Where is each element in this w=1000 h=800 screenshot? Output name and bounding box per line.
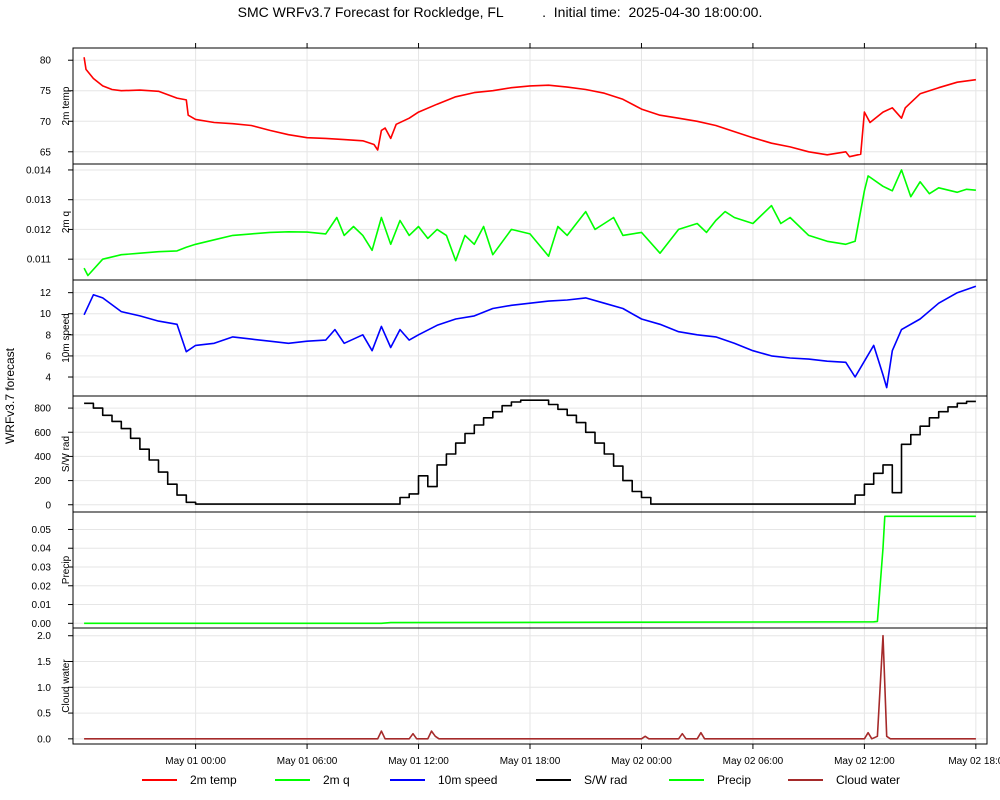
series-line-s-w-rad	[84, 399, 976, 505]
y-tick-label: 800	[34, 404, 51, 415]
y-tick-label: 400	[34, 452, 51, 463]
y-tick-label: 12	[40, 288, 52, 299]
legend: 2m temp 2m q 10m speed S/W rad Precip Cloud w…	[142, 773, 900, 787]
panel-label: 2m q	[61, 211, 72, 233]
y-tick-label: 65	[40, 147, 52, 158]
legend-item: 10m speed	[390, 773, 497, 787]
y-tick-label: 8	[45, 330, 51, 341]
y-tick-label: 0.012	[26, 225, 51, 236]
y-axis-label: WRFv3.7 forecast	[3, 347, 17, 444]
legend-label: S/W rad	[584, 773, 627, 787]
y-tick-label: 0	[45, 500, 51, 511]
panel-label: 10m speed	[61, 313, 72, 362]
series-line-2m-temp	[83, 57, 977, 158]
legend-label: 2m temp	[190, 773, 237, 787]
y-tick-label: 0.014	[26, 165, 51, 176]
y-tick-label: 0.01	[32, 600, 52, 611]
series-line-cloud-water	[84, 634, 976, 740]
panel-label: S/W rad	[61, 436, 72, 472]
y-tick-label: 0.02	[32, 581, 52, 592]
legend-item: 2m temp	[142, 773, 237, 787]
y-tick-label: 6	[45, 351, 51, 362]
x-tick-label: May 02 12:00	[834, 756, 895, 767]
panel-label: 2m temp	[61, 86, 72, 125]
y-tick-label: 0.00	[32, 619, 52, 630]
x-tick-label: May 01 18:00	[500, 756, 561, 767]
y-tick-label: 10	[40, 309, 52, 320]
y-tick-label: 1.5	[37, 657, 51, 668]
y-tick-label: 70	[40, 117, 52, 128]
panel-cloud-water: 0.0 0.5 1.0 1.5 2.0 Cloud water	[37, 627, 988, 745]
legend-item: Precip	[669, 773, 751, 787]
legend-label: Cloud water	[836, 773, 900, 787]
y-tick-label: 0.011	[27, 255, 52, 266]
chart-title: SMC WRFv3.7 Forecast for Rockledge, FL .…	[237, 4, 763, 20]
y-tick-label: 2.0	[37, 631, 51, 642]
legend-item: S/W rad	[536, 773, 627, 787]
panel-2m-q: 0.011 0.012 0.013 0.014 2m q	[26, 163, 988, 281]
series-line-10m-speed	[83, 285, 977, 389]
panel-label: Precip	[61, 555, 72, 584]
panel-s-w-rad: 0 200 400 600 800 S/W rad	[34, 395, 988, 513]
y-tick-label: 0.04	[32, 544, 52, 555]
y-tick-label: 4	[45, 373, 51, 384]
panel-10m-speed: 4 6 8 10 12 10m speed	[40, 279, 988, 397]
x-tick-label: May 01 12:00	[388, 756, 449, 767]
legend-label: 2m q	[323, 773, 350, 787]
y-tick-label: 0.013	[26, 195, 51, 206]
x-tick-label: May 02 00:00	[611, 756, 672, 767]
y-tick-label: 600	[34, 428, 51, 439]
legend-label: 10m speed	[438, 773, 497, 787]
y-tick-label: 75	[40, 86, 52, 97]
y-tick-label: 0.05	[32, 525, 52, 536]
y-tick-label: 1.0	[37, 683, 51, 694]
y-tick-label: 0.03	[32, 562, 52, 573]
y-tick-label: 0.5	[37, 709, 51, 720]
x-tick-label: May 02 06:00	[723, 756, 784, 767]
y-tick-label: 200	[34, 476, 51, 487]
panel-precip: 0.00 0.01 0.02 0.03 0.04 0.05 Precip	[32, 511, 988, 630]
panel-frame	[72, 627, 988, 745]
x-tick-label: May 02 18:0	[948, 756, 1000, 767]
y-tick-label: 80	[40, 56, 52, 67]
legend-label: Precip	[717, 773, 751, 787]
x-tick-label: May 01 06:00	[277, 756, 338, 767]
series-line-2m-q	[83, 169, 976, 277]
legend-item: Cloud water	[788, 773, 900, 787]
panel-label: Cloud water	[61, 659, 72, 713]
series-line-precip	[84, 515, 976, 625]
panel-2m-temp: 65 70 75 80 2m temp	[40, 47, 988, 165]
x-tick-label: May 01 00:00	[165, 756, 226, 767]
y-tick-label: 0.0	[37, 734, 51, 745]
legend-item: 2m q	[275, 773, 350, 787]
